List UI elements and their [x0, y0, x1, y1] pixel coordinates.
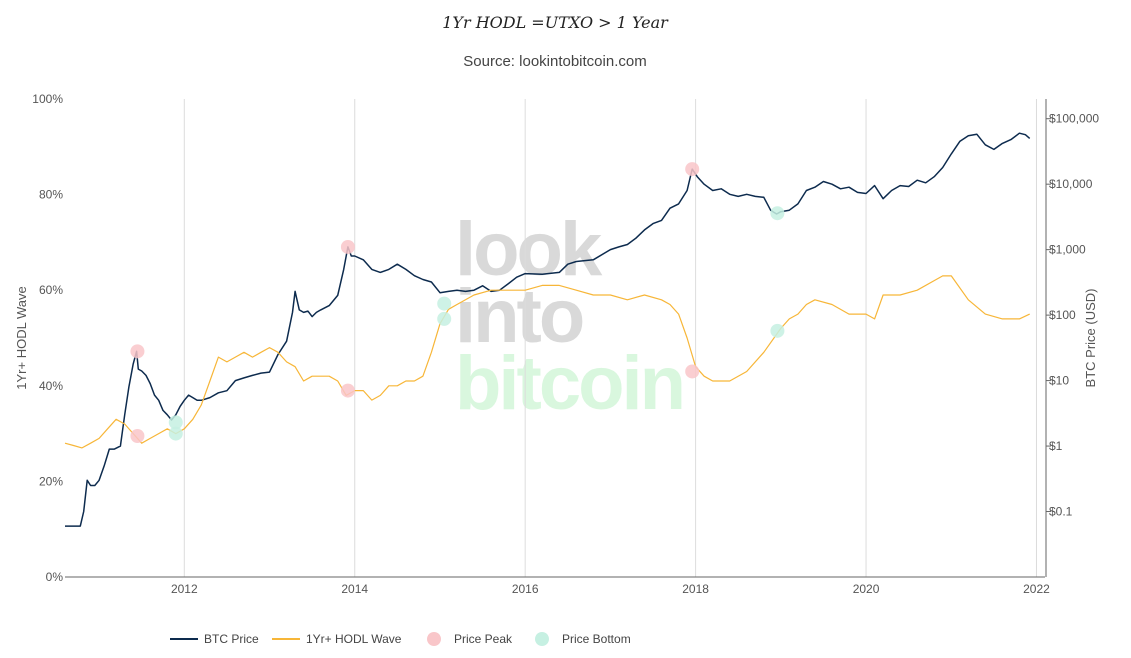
axes: 2012 2014 2016 2018 2020 2022 0% 20% 40% 60% 80% 10… [32, 92, 1099, 596]
y-left-tick-label: 80% [39, 188, 63, 202]
y-left-tick-label: 60% [39, 283, 63, 297]
y-right-tick-label: $0.1 [1049, 505, 1073, 519]
y-right-tick-label: $1 [1049, 439, 1063, 453]
x-tick-label: 2012 [171, 582, 198, 596]
legend-item[interactable]: BTC Price [170, 632, 259, 646]
chart-subtitle: Source: lookintobitcoin.com [463, 53, 646, 70]
y-left-tick-label: 40% [39, 379, 63, 393]
x-tick-label: 2018 [682, 582, 709, 596]
legend-label: Price Peak [454, 632, 513, 646]
watermark-line-3: bitcoin [455, 341, 683, 426]
price-bottom-marker [770, 206, 785, 221]
price-peak-marker [340, 383, 355, 398]
y-left-tick-label: 20% [39, 474, 63, 488]
legend-item[interactable]: 1Yr+ HODL Wave [272, 632, 402, 646]
y-left-tick-label: 100% [32, 92, 63, 106]
series-layer [64, 132, 1031, 527]
legend-label: 1Yr+ HODL Wave [306, 632, 402, 646]
grid [183, 99, 1037, 577]
x-tick-label: 2020 [853, 582, 880, 596]
legend-label: Price Bottom [562, 632, 631, 646]
watermark: look into bitcoin [455, 207, 686, 426]
x-tick-label: 2014 [341, 582, 368, 596]
legend-label: BTC Price [204, 632, 259, 646]
legend-item[interactable]: Price Peak [427, 632, 513, 646]
markers-layer [130, 162, 785, 443]
price-bottom-marker [437, 311, 452, 326]
chart-title: 1Yr HODL =UTXO > 1 Year [442, 13, 669, 32]
y-right-tick-label: $100 [1049, 308, 1076, 322]
price-peak-marker [685, 364, 700, 379]
price-peak-marker [130, 428, 145, 443]
btc-price-line [65, 132, 1031, 527]
price-bottom-marker [168, 415, 183, 430]
y-right-tick-label: $10 [1049, 374, 1069, 388]
watermark-line-1: look [455, 207, 603, 292]
x-tick-label: 2022 [1023, 582, 1050, 596]
y-left-tick-label: 0% [46, 570, 64, 584]
right-axis-title: BTC Price (USD) [1083, 289, 1098, 388]
y-right-tick-label: $10,000 [1049, 177, 1093, 191]
y-right-tick-label: $1,000 [1049, 243, 1086, 257]
legend-swatch-dot [427, 632, 441, 646]
left-axis-title: 1Yr+ HODL Wave [14, 286, 29, 389]
price-peak-marker [685, 162, 700, 177]
price-bottom-marker [168, 426, 183, 441]
price-bottom-marker [437, 296, 452, 311]
y-right-tick-label: $100,000 [1049, 112, 1099, 126]
price-peak-marker [130, 344, 145, 359]
price-bottom-marker [770, 323, 785, 338]
legend-swatch-dot [535, 632, 549, 646]
legend-item[interactable]: Price Bottom [535, 632, 631, 646]
price-peak-marker [340, 239, 355, 254]
legend: BTC Price 1Yr+ HODL Wave Price Peak Price B… [170, 632, 631, 646]
hodl-wave-line [64, 275, 1030, 449]
x-tick-label: 2016 [512, 582, 539, 596]
